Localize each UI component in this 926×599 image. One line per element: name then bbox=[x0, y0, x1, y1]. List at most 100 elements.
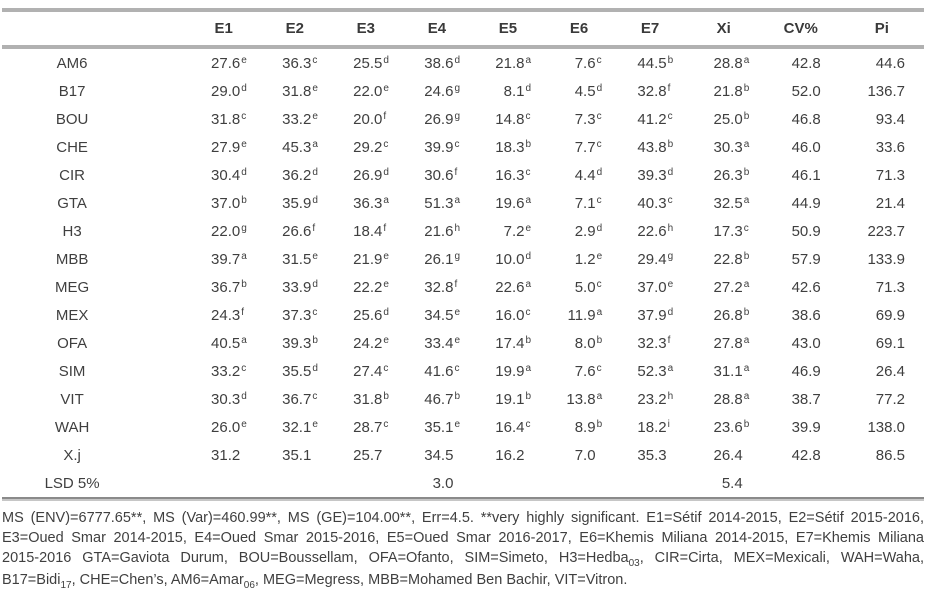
cell-value: 29.0 bbox=[211, 82, 241, 100]
table-cell: 39.3d bbox=[615, 161, 686, 189]
cell-superscript: c bbox=[596, 278, 602, 290]
table-cell: 2.9d bbox=[544, 217, 615, 245]
cell-superscript: d bbox=[454, 54, 460, 66]
cell-value: 31.1 bbox=[713, 362, 743, 380]
cell-value: 1.2 bbox=[574, 250, 596, 268]
table-cell: 33.2e bbox=[259, 105, 330, 133]
table-cell bbox=[544, 469, 615, 497]
footnote-line: B17=Bidi17, CHE=Chen’s, AM6=Amar06, MEG=… bbox=[2, 570, 924, 592]
cell-superscript: c bbox=[241, 110, 247, 122]
cell-superscript: c bbox=[743, 222, 749, 234]
cell-value: 17.4 bbox=[495, 334, 525, 352]
table-cell: 86.5 bbox=[840, 441, 924, 469]
table-cell: 19.9a bbox=[472, 357, 543, 385]
table-cell: 30.3d bbox=[188, 385, 259, 413]
table-cell: 4.5d bbox=[544, 77, 615, 105]
cell-value: 5.4 bbox=[721, 474, 743, 492]
row-label: MBB bbox=[55, 250, 89, 268]
cell-superscript: a bbox=[596, 390, 603, 402]
cell-value: 33.2 bbox=[282, 110, 312, 128]
cell-value: 34.5 bbox=[424, 306, 454, 324]
table-cell: 30.3a bbox=[686, 133, 762, 161]
cell-value: 27.4 bbox=[353, 362, 383, 380]
cell-value: 35.5 bbox=[282, 362, 312, 380]
cell-superscript: b bbox=[312, 334, 318, 346]
cell-value: 26.9 bbox=[353, 166, 383, 184]
cell-value: 41.2 bbox=[637, 110, 667, 128]
cell-superscript: g bbox=[241, 222, 247, 234]
table-cell: 39.3b bbox=[259, 329, 330, 357]
table-cell: 77.2 bbox=[840, 385, 924, 413]
table-cell: 34.5e bbox=[401, 301, 472, 329]
table-cell: 36.3a bbox=[330, 189, 401, 217]
cell-value: 23.6 bbox=[713, 418, 743, 436]
cell-value: 42.8 bbox=[791, 446, 821, 464]
cell-superscript: e bbox=[383, 278, 389, 290]
cell-superscript: d bbox=[241, 390, 247, 402]
table-cell: 23.2h bbox=[615, 385, 686, 413]
table-cell: 18.4f bbox=[330, 217, 401, 245]
table-cell: 46.9 bbox=[762, 357, 840, 385]
table-cell: 34.5 bbox=[401, 441, 472, 469]
cell-value: 20.0 bbox=[353, 110, 383, 128]
cell-value: 37.3 bbox=[282, 306, 312, 324]
col-header-e2: E2 bbox=[285, 20, 304, 37]
cell-value: 42.8 bbox=[791, 54, 821, 72]
cell-value: 39.7 bbox=[211, 250, 241, 268]
cell-superscript: c bbox=[596, 54, 602, 66]
cell-superscript: c bbox=[525, 110, 531, 122]
cell-superscript: f bbox=[383, 222, 387, 234]
table-cell: 46.0 bbox=[762, 133, 840, 161]
table-cell: 31.8e bbox=[259, 77, 330, 105]
table-row: B17 29.0d 31.8e 22.0e 24.6g 8.1d 4.5d 32.8f 21.8… bbox=[2, 77, 924, 105]
table-cell: 138.0 bbox=[840, 413, 924, 441]
cell-superscript: b bbox=[743, 250, 750, 262]
table-cell: 28.8a bbox=[686, 385, 762, 413]
cell-value: 33.9 bbox=[282, 278, 312, 296]
cell-value: 18.2 bbox=[637, 418, 667, 436]
col-header-blank bbox=[2, 12, 188, 47]
cell-superscript: h bbox=[667, 222, 674, 234]
cell-superscript: c bbox=[383, 418, 389, 430]
table-cell: 13.8a bbox=[544, 385, 615, 413]
table-cell: 32.1e bbox=[259, 413, 330, 441]
table-cell: 93.4 bbox=[840, 105, 924, 133]
table-cell: 42.8 bbox=[762, 47, 840, 77]
cell-value: 2.9 bbox=[574, 222, 596, 240]
cell-value: 22.0 bbox=[353, 82, 383, 100]
cell-superscript: e bbox=[525, 222, 532, 234]
cell-value: 14.8 bbox=[495, 110, 525, 128]
cell-superscript: d bbox=[596, 82, 603, 94]
cell-value: 31.8 bbox=[211, 110, 241, 128]
cell-value: 133.9 bbox=[867, 250, 905, 268]
table-cell: 28.8a bbox=[686, 47, 762, 77]
table-cell: 52.0 bbox=[762, 77, 840, 105]
cell-value: 69.9 bbox=[875, 306, 905, 324]
cell-superscript: f bbox=[667, 82, 671, 94]
table-cell: 5.0c bbox=[544, 273, 615, 301]
cell-value: 21.4 bbox=[875, 194, 905, 212]
table-cell: 35.1 bbox=[259, 441, 330, 469]
table-cell: 16.3c bbox=[472, 161, 543, 189]
cell-superscript: a bbox=[667, 362, 674, 374]
table-cell: 1.2e bbox=[544, 245, 615, 273]
cell-value: 35.1 bbox=[282, 446, 312, 464]
cell-value: 32.8 bbox=[424, 278, 454, 296]
table-row: VIT 30.3d 36.7c 31.8b 46.7b 19.1b 13.8a 23.2h 28… bbox=[2, 385, 924, 413]
table-cell: 39.9 bbox=[762, 413, 840, 441]
table-cell: 69.9 bbox=[840, 301, 924, 329]
footnote-subscript: 17 bbox=[60, 580, 72, 591]
cell-superscript: e bbox=[241, 418, 247, 430]
table-cell: 28.7c bbox=[330, 413, 401, 441]
table-row: CIR 30.4d 36.2d 26.9d 30.6f 16.3c 4.4d 39.3d 26.… bbox=[2, 161, 924, 189]
table-row: LSD 5% 3.0 5.4 bbox=[2, 469, 924, 497]
cell-value: 27.2 bbox=[713, 278, 743, 296]
cell-superscript: d bbox=[241, 82, 247, 94]
cell-value: 26.6 bbox=[282, 222, 312, 240]
cell-superscript: d bbox=[525, 250, 532, 262]
table-cell: 4.4d bbox=[544, 161, 615, 189]
cell-superscript: f bbox=[312, 222, 316, 234]
table-cell: 38.6 bbox=[762, 301, 840, 329]
cell-superscript: b bbox=[525, 138, 532, 150]
row-label: LSD 5% bbox=[44, 474, 100, 492]
